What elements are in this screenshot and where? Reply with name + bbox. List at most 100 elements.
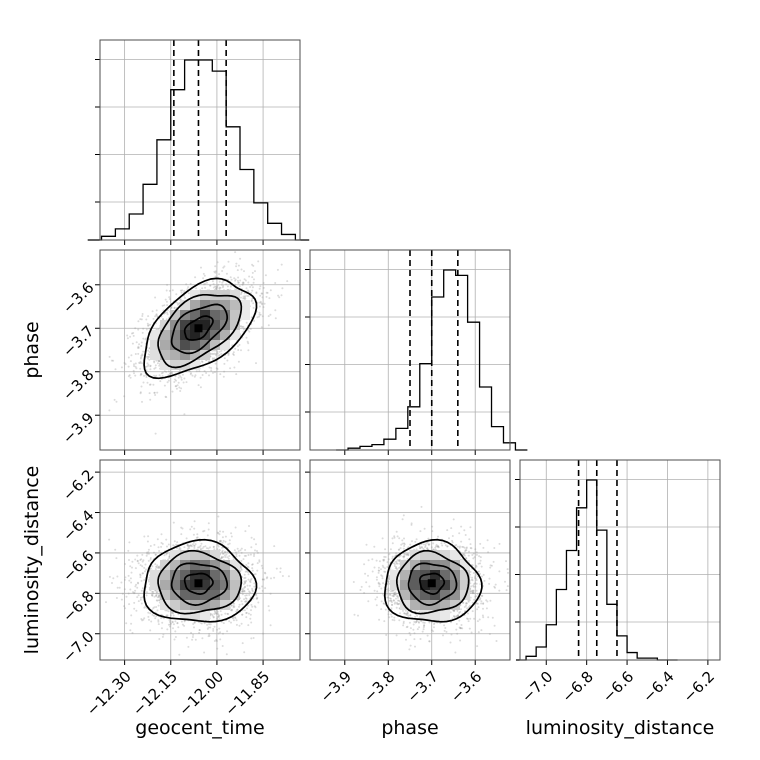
sample-point bbox=[145, 376, 148, 378]
density-cell bbox=[170, 360, 180, 370]
sample-point bbox=[240, 551, 243, 554]
sample-point bbox=[171, 371, 173, 374]
sample-point bbox=[215, 352, 218, 355]
sample-point bbox=[157, 623, 160, 626]
sample-point bbox=[232, 619, 235, 622]
sample-point bbox=[274, 282, 277, 284]
sample-point bbox=[222, 539, 225, 542]
sample-point bbox=[140, 354, 143, 357]
sample-point bbox=[175, 293, 178, 296]
sample-point bbox=[149, 629, 152, 632]
sample-point bbox=[186, 288, 189, 291]
sample-point bbox=[137, 582, 140, 585]
sample-point bbox=[265, 291, 268, 294]
sample-point bbox=[170, 372, 173, 374]
sample-point bbox=[217, 354, 220, 357]
sample-point bbox=[237, 281, 240, 284]
sample-point bbox=[269, 624, 272, 627]
sample-point bbox=[211, 280, 214, 283]
sample-point bbox=[243, 292, 246, 295]
sample-point bbox=[154, 296, 157, 299]
sample-point bbox=[255, 597, 258, 600]
sample-point bbox=[246, 294, 249, 297]
sample-point bbox=[238, 605, 240, 608]
sample-point bbox=[247, 573, 250, 576]
sample-point bbox=[255, 362, 257, 365]
sample-point bbox=[216, 350, 219, 353]
sample-point bbox=[254, 549, 256, 552]
sample-point bbox=[216, 647, 219, 650]
sample-point bbox=[191, 636, 194, 638]
sample-point bbox=[199, 376, 202, 379]
sample-point bbox=[234, 251, 237, 254]
sample-point bbox=[176, 547, 178, 550]
sample-point bbox=[252, 264, 255, 267]
sample-point bbox=[181, 373, 184, 376]
sample-point bbox=[254, 270, 256, 273]
sample-point bbox=[217, 515, 220, 518]
sample-point bbox=[120, 366, 123, 369]
sample-point bbox=[131, 560, 134, 563]
sample-point bbox=[179, 375, 182, 378]
sample-point bbox=[165, 289, 168, 292]
panel-hist-luminosity_distance bbox=[515, 459, 721, 665]
sample-point bbox=[230, 278, 233, 281]
sample-point bbox=[196, 533, 199, 536]
sample-point bbox=[253, 319, 256, 322]
sample-point bbox=[134, 558, 137, 561]
sample-point bbox=[174, 378, 176, 381]
sample-point bbox=[176, 303, 179, 306]
sample-point bbox=[127, 574, 130, 577]
peak-marker bbox=[194, 324, 203, 333]
sample-point bbox=[166, 283, 169, 286]
sample-point bbox=[237, 276, 240, 279]
sample-point bbox=[152, 317, 155, 320]
sample-point bbox=[147, 559, 150, 562]
density-cell bbox=[160, 340, 170, 350]
sample-point bbox=[253, 278, 255, 281]
sample-point bbox=[164, 298, 167, 301]
sample-point bbox=[124, 363, 127, 366]
sample-point bbox=[111, 582, 113, 584]
sample-point bbox=[146, 381, 149, 384]
sample-point bbox=[142, 337, 145, 340]
sample-point bbox=[225, 283, 228, 286]
sample-point bbox=[167, 543, 170, 546]
sample-point bbox=[127, 375, 130, 378]
sample-point bbox=[128, 579, 131, 582]
sample-point bbox=[218, 287, 221, 290]
sample-point bbox=[251, 271, 254, 274]
sample-point bbox=[177, 376, 180, 379]
sample-point bbox=[221, 645, 224, 647]
sample-point bbox=[222, 530, 225, 533]
sample-point bbox=[236, 269, 239, 272]
sample-point bbox=[233, 366, 236, 369]
density-cell bbox=[190, 340, 200, 350]
sample-point bbox=[249, 286, 252, 288]
sample-point bbox=[123, 605, 126, 608]
sample-point bbox=[173, 638, 176, 641]
sample-point bbox=[137, 600, 140, 603]
sample-point bbox=[264, 572, 267, 575]
sample-point bbox=[148, 392, 151, 395]
sample-point bbox=[242, 282, 245, 285]
sample-point bbox=[146, 365, 149, 368]
sample-point bbox=[269, 313, 272, 316]
sample-point bbox=[261, 315, 264, 318]
sample-point bbox=[268, 297, 271, 300]
sample-point bbox=[127, 549, 130, 552]
sample-point bbox=[219, 530, 221, 533]
sample-point bbox=[250, 609, 252, 612]
sample-point bbox=[115, 597, 118, 599]
sample-point bbox=[240, 296, 242, 299]
sample-point bbox=[235, 551, 237, 554]
sample-point bbox=[126, 334, 129, 337]
sample-point bbox=[171, 289, 174, 292]
sample-point bbox=[189, 528, 192, 531]
density-cell bbox=[200, 310, 210, 320]
sample-point bbox=[156, 599, 159, 602]
sample-point bbox=[129, 577, 132, 580]
sample-point bbox=[172, 521, 175, 524]
sample-point bbox=[221, 270, 224, 272]
sample-point bbox=[165, 370, 168, 373]
